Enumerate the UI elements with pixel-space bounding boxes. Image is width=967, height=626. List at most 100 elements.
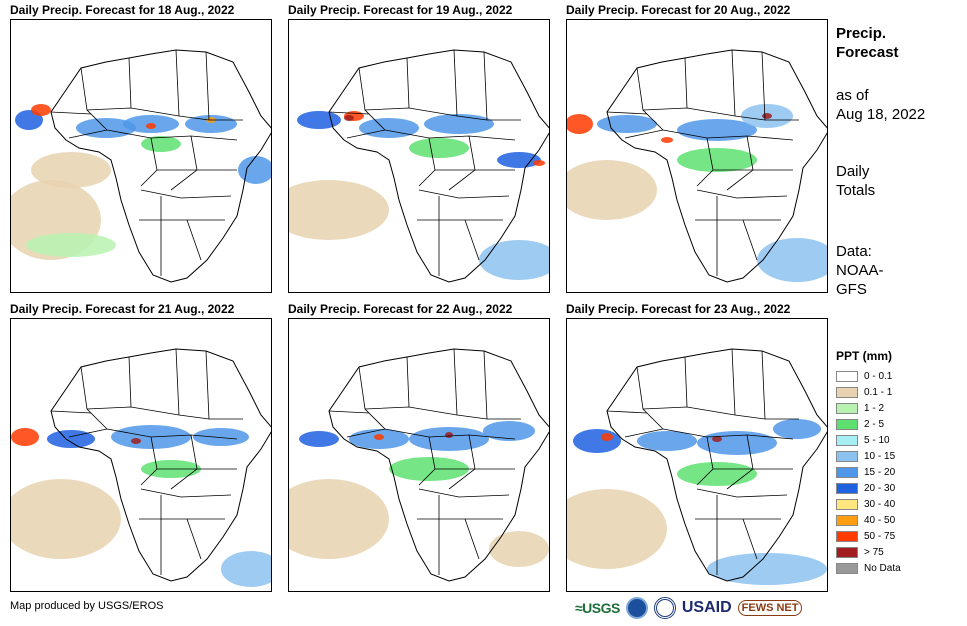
- precip-area: [489, 531, 549, 567]
- country-border: [662, 129, 794, 141]
- precip-area: [677, 148, 757, 172]
- precip-area: [11, 479, 121, 559]
- precip-area: [289, 180, 389, 240]
- precip-area: [567, 489, 667, 569]
- panel-title: Daily Precip. Forecast for 18 Aug., 2022: [10, 3, 235, 17]
- country-border: [384, 129, 516, 141]
- country-border: [128, 57, 132, 109]
- africa-map: [11, 49, 271, 283]
- country-border: [731, 49, 736, 117]
- legend-label: 5 - 10: [864, 434, 890, 446]
- legend-swatch: [836, 386, 858, 398]
- sidebar-totals: Daily Totals: [836, 162, 875, 200]
- precip-area: [141, 136, 181, 152]
- precip-area: [31, 152, 111, 188]
- precip-area: [757, 238, 827, 282]
- precip-area: [297, 111, 341, 129]
- precip-area: [445, 432, 453, 438]
- country-border: [50, 111, 92, 115]
- country-border: [175, 348, 180, 416]
- precip-area: [707, 553, 827, 585]
- as-of-date: Aug 18, 2022: [836, 106, 926, 123]
- country-border: [140, 189, 232, 199]
- fews-net-logo: FEWS NET: [737, 600, 803, 616]
- country-border: [636, 366, 664, 430]
- precip-area: [131, 438, 141, 444]
- country-border: [684, 57, 688, 109]
- legend-swatch: [836, 466, 858, 478]
- country-border: [358, 366, 386, 430]
- precip-area: [762, 113, 772, 119]
- panel-title: Daily Precip. Forecast for 23 Aug., 2022: [566, 302, 791, 316]
- country-border: [684, 356, 688, 408]
- panel-title: Daily Precip. Forecast for 19 Aug., 2022: [288, 3, 513, 17]
- precip-area: [597, 115, 657, 133]
- precip-area: [344, 115, 354, 121]
- country-border: [328, 111, 370, 115]
- panel-title: Daily Precip. Forecast for 22 Aug., 2022: [288, 302, 513, 316]
- country-border: [68, 428, 108, 438]
- precip-area: [573, 429, 621, 453]
- precip-map: [566, 318, 828, 592]
- country-border: [696, 189, 788, 199]
- country-border: [80, 366, 108, 430]
- legend-swatch: [836, 530, 858, 542]
- precip-area: [712, 436, 722, 442]
- legend-item: 0.1 - 1: [836, 384, 961, 400]
- precip-area: [26, 233, 116, 257]
- precip-area: [409, 138, 469, 158]
- legend-title: PPT (mm): [836, 349, 893, 363]
- precip-map: [288, 318, 550, 592]
- precip-legend: PPT (mm) 0 - 0.1 0.1 - 1 1 - 2 2 - 5 5 - 10 1…: [836, 348, 961, 576]
- map-credit: Map produced by USGS/EROS: [10, 600, 164, 612]
- legend-swatch: [836, 402, 858, 414]
- legend-label: 20 - 30: [864, 482, 896, 494]
- legend-item: 5 - 10: [836, 432, 961, 448]
- legend-label: 40 - 50: [864, 514, 896, 526]
- precip-area: [601, 433, 613, 441]
- legend-label: 15 - 20: [864, 466, 896, 478]
- as-of-label: as of: [836, 87, 869, 104]
- country-border: [624, 129, 664, 139]
- precip-area: [374, 434, 384, 440]
- legend-item: 30 - 40: [836, 496, 961, 512]
- legend-item: 10 - 15: [836, 448, 961, 464]
- precip-area: [359, 118, 419, 138]
- partner-logos: ≈USGS USAID FEWS NET: [575, 594, 803, 622]
- precip-area: [483, 421, 535, 441]
- totals-line: Daily: [836, 163, 870, 180]
- legend-label: 2 - 5: [864, 418, 885, 430]
- country-border: [86, 406, 243, 420]
- country-border: [696, 488, 788, 498]
- totals-line: Totals: [836, 182, 876, 199]
- legend-swatch: [836, 482, 858, 494]
- legend-swatch: [836, 418, 858, 430]
- legend-swatch: [836, 546, 858, 558]
- country-border: [384, 428, 516, 440]
- country-border: [606, 111, 648, 115]
- legend-item: 40 - 50: [836, 512, 961, 528]
- panel-title: Daily Precip. Forecast for 20 Aug., 2022: [566, 3, 791, 17]
- precip-area: [637, 431, 697, 451]
- legend-item: 20 - 30: [836, 480, 961, 496]
- panel-title: Daily Precip. Forecast for 21 Aug., 2022: [10, 302, 235, 316]
- country-border: [731, 348, 736, 416]
- country-border: [205, 350, 210, 420]
- country-border: [68, 129, 108, 139]
- legend-swatch: [836, 450, 858, 462]
- legend-swatch: [836, 498, 858, 510]
- africa-map: [289, 49, 549, 283]
- country-border: [106, 428, 238, 440]
- country-border: [624, 428, 664, 438]
- country-border: [86, 107, 243, 121]
- country-border: [642, 107, 799, 121]
- country-border: [205, 51, 210, 121]
- country-border: [346, 129, 386, 139]
- country-border: [364, 107, 521, 121]
- legend-item: 0 - 0.1: [836, 368, 961, 384]
- precip-area: [497, 152, 541, 168]
- precip-area: [697, 431, 777, 455]
- legend-label: > 75: [864, 546, 884, 558]
- precip-area: [533, 160, 545, 166]
- legend-label: 1 - 2: [864, 402, 885, 414]
